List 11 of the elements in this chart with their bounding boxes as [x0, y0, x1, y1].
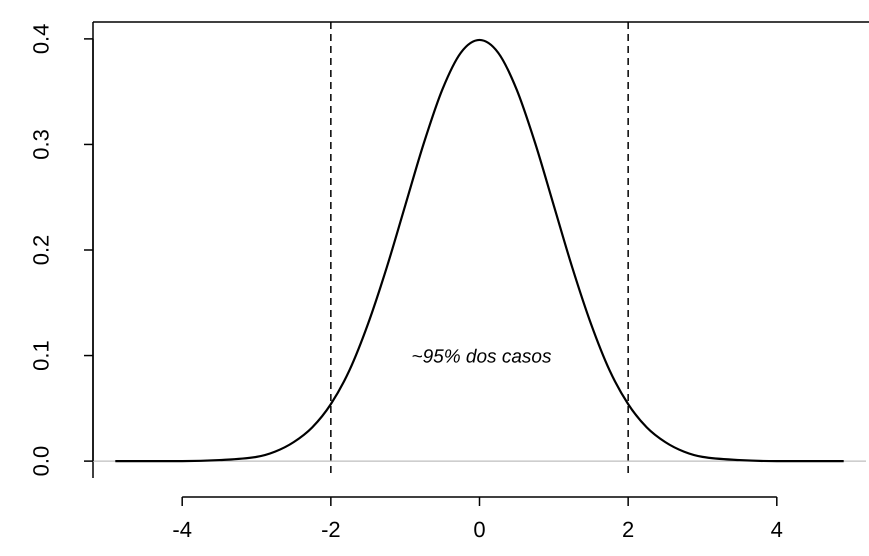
y-tick-label: 0.0 — [28, 446, 54, 476]
y-tick-label: 0.4 — [28, 24, 54, 54]
y-tick-label: 0.1 — [28, 340, 54, 371]
x-tick-label: -4 — [172, 517, 192, 542]
annotation: ~95% dos casos — [412, 346, 552, 368]
y-tick-label: 0.3 — [28, 129, 54, 160]
x-tick-label: 0 — [473, 517, 486, 542]
y-tick-label: 0.2 — [28, 234, 54, 266]
x-tick-label: -2 — [321, 517, 341, 542]
x-tick-label: 4 — [770, 517, 783, 542]
x-tick-label: 2 — [622, 517, 634, 542]
